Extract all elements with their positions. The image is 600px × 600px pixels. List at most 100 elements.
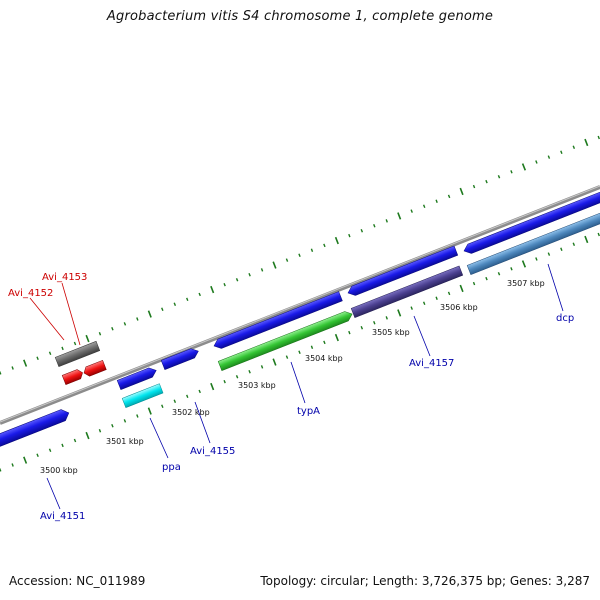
gene-typa[interactable]: [217, 309, 354, 371]
gene-label-avi-4151[interactable]: Avi_4151: [40, 511, 85, 522]
leader-avi-4157: [413, 315, 431, 357]
tick-mark: [23, 359, 28, 367]
tick-mark: [136, 414, 139, 418]
tick-mark: [584, 235, 589, 244]
tick-mark: [11, 366, 14, 370]
tick-mark: [111, 424, 114, 428]
gene-dcp[interactable]: [466, 210, 600, 275]
gene-ppa[interactable]: [121, 383, 164, 408]
tick-mark: [422, 204, 426, 208]
tick-mark: [459, 284, 464, 293]
gene-avi-4157[interactable]: [350, 265, 464, 318]
gene-avi-4155[interactable]: [160, 346, 200, 370]
tick-mark: [397, 309, 402, 317]
tick-mark: [248, 273, 251, 277]
tick-mark: [48, 448, 52, 453]
tick-mark: [147, 310, 152, 318]
tick-mark: [85, 334, 90, 343]
tick-mark: [161, 404, 164, 408]
tick-mark: [459, 187, 464, 196]
gene-avi-4151[interactable]: [0, 407, 71, 454]
leader-avi-4155: [194, 401, 211, 444]
gene-label-avi-4152[interactable]: Avi_4152: [8, 288, 53, 299]
chromosome-backbone-highlight: [0, 185, 600, 423]
gene-avi-4152[interactable]: [61, 368, 84, 385]
tick-mark: [497, 272, 501, 276]
tick-mark: [0, 371, 2, 375]
gene-avi-4154[interactable]: [116, 366, 158, 390]
gene-label-dcp[interactable]: dcp: [556, 313, 574, 324]
tick-mark: [334, 333, 339, 342]
tick-mark: [447, 291, 451, 296]
tick-mark: [397, 212, 402, 220]
tick-mark: [385, 316, 388, 320]
gene-avi-4159[interactable]: [462, 187, 600, 256]
tick-mark: [410, 209, 413, 213]
tick-mark: [48, 351, 52, 356]
tick-mark: [136, 317, 139, 321]
scale-label-3500: 3500 kbp: [40, 466, 78, 475]
tick-mark: [61, 443, 64, 448]
tick-mark: [560, 247, 563, 251]
map-title: Agrobacterium vitis S4 chromosome 1, com…: [106, 9, 494, 24]
tick-mark: [147, 407, 152, 415]
tick-mark: [23, 456, 28, 464]
tick-mark: [285, 355, 289, 359]
tick-mark: [435, 296, 438, 301]
tick-mark: [348, 233, 351, 238]
scale-label-3505: 3505 kbp: [372, 328, 410, 337]
scale-label-3504: 3504 kbp: [305, 354, 343, 363]
tick-mark: [472, 281, 476, 286]
chromosome-backbone: [0, 185, 600, 425]
gene-avi-4158[interactable]: [346, 245, 459, 298]
gene-avi-4153[interactable]: [54, 340, 101, 367]
outer-tick-track: [0, 135, 600, 375]
tick-mark: [510, 170, 513, 174]
tick-mark: [472, 184, 476, 189]
tick-mark: [485, 276, 488, 281]
tick-mark: [61, 346, 64, 351]
tick-mark: [198, 292, 201, 297]
tick-mark: [210, 285, 215, 294]
tick-mark: [334, 236, 339, 245]
topology-text: Topology: circular; Length: 3,726,375 bp…: [260, 574, 590, 588]
tick-mark: [173, 399, 177, 404]
tick-mark: [572, 145, 576, 150]
tick-mark: [260, 365, 264, 369]
tick-mark: [310, 248, 314, 253]
gene-label-avi-4153[interactable]: Avi_4153: [42, 272, 87, 283]
tick-mark: [272, 261, 277, 269]
tick-mark: [235, 278, 239, 282]
tick-mark: [36, 356, 39, 360]
inner-tick-track: [0, 232, 600, 472]
gene-label-avi-4157[interactable]: Avi_4157: [409, 358, 454, 369]
leader-lines: [29, 263, 564, 510]
tick-mark: [323, 243, 326, 248]
tick-mark: [348, 330, 351, 335]
tick-mark: [485, 179, 488, 184]
gene-label-avi-4155[interactable]: Avi_4155: [190, 446, 235, 457]
tick-mark: [547, 155, 551, 159]
tick-mark: [223, 282, 226, 287]
tick-mark: [123, 322, 127, 326]
accession-text: Accession: NC_011989: [9, 574, 146, 588]
scale-label-3507: 3507 kbp: [507, 279, 545, 288]
gene-label-ppa[interactable]: ppa: [162, 462, 181, 473]
tick-mark: [98, 428, 102, 433]
tick-mark: [373, 224, 376, 228]
gene-label-typa[interactable]: typA: [297, 406, 320, 417]
leader-dcp: [547, 263, 564, 312]
tick-mark: [410, 306, 413, 310]
leader-avi-4152: [29, 297, 65, 341]
tick-mark: [98, 331, 102, 336]
tick-mark: [111, 327, 114, 331]
scale-labels: 3500 kbp 3501 kbp 3502 kbp 3503 kbp 3504…: [40, 279, 545, 475]
tick-mark: [521, 260, 527, 268]
tick-mark: [0, 468, 2, 472]
tick-mark: [584, 138, 589, 147]
tick-mark: [360, 325, 364, 330]
gene-avi-4152b[interactable]: [82, 359, 107, 377]
tick-mark: [186, 297, 189, 302]
gene-avi-4156[interactable]: [212, 291, 343, 351]
tick-mark: [510, 267, 513, 271]
